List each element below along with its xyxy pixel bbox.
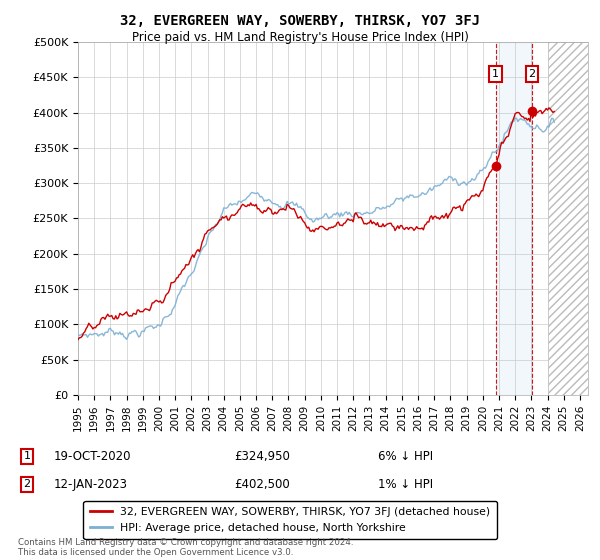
Text: 2: 2 [23, 479, 31, 489]
Text: 6% ↓ HPI: 6% ↓ HPI [378, 450, 433, 463]
Text: £402,500: £402,500 [234, 478, 290, 491]
Legend: 32, EVERGREEN WAY, SOWERBY, THIRSK, YO7 3FJ (detached house), HPI: Average price: 32, EVERGREEN WAY, SOWERBY, THIRSK, YO7 … [83, 501, 497, 539]
Text: 2: 2 [529, 69, 536, 79]
Bar [496, 42, 532, 395]
Text: 19-OCT-2020: 19-OCT-2020 [54, 450, 131, 463]
Text: Contains HM Land Registry data © Crown copyright and database right 2024.
This d: Contains HM Land Registry data © Crown c… [18, 538, 353, 557]
Text: 32, EVERGREEN WAY, SOWERBY, THIRSK, YO7 3FJ: 32, EVERGREEN WAY, SOWERBY, THIRSK, YO7 … [120, 14, 480, 28]
Text: Price paid vs. HM Land Registry's House Price Index (HPI): Price paid vs. HM Land Registry's House … [131, 31, 469, 44]
Text: 1% ↓ HPI: 1% ↓ HPI [378, 478, 433, 491]
Text: 1: 1 [23, 451, 31, 461]
Text: 1: 1 [492, 69, 499, 79]
Text: £324,950: £324,950 [234, 450, 290, 463]
Bar [548, 42, 588, 395]
Text: 12-JAN-2023: 12-JAN-2023 [54, 478, 128, 491]
